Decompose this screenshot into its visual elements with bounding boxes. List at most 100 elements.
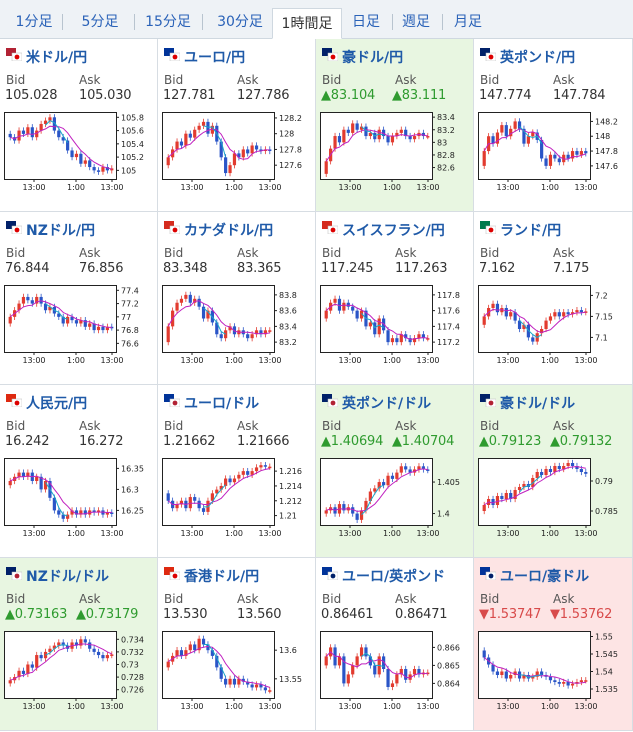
candle-body [491, 664, 495, 672]
candle-body [206, 644, 210, 651]
candle-body [548, 469, 553, 472]
candle-body [368, 322, 372, 327]
candle-body [101, 655, 105, 659]
y-tick-label: 105.6 [121, 127, 144, 136]
candle-body [259, 149, 263, 152]
ask-label: Ask [79, 246, 101, 260]
moving-average-line [326, 468, 428, 512]
pair-name-link[interactable]: ユーロ/豪ドル [500, 569, 590, 585]
ca-jp-flag-icon [164, 221, 180, 234]
currency-pair-card[interactable]: 香港ドル/円 Bid Ask 13.530 13.560 13.6 13.55 13:00 1:… [158, 558, 316, 731]
currency-pair-card[interactable]: 豪ドル/ドル Bid Ask ▲0.79123 ▲0.79132 0.79 0.785 13:… [474, 385, 633, 558]
currency-pair-card[interactable]: カナダドル/円 Bid Ask 83.348 83.365 83.8 83.6 83.4 83.… [158, 212, 316, 385]
tab-0[interactable]: 1分足 [15, 14, 53, 30]
moving-average-line [167, 300, 270, 335]
tab-6[interactable]: 週足 [402, 14, 430, 30]
pair-name-link[interactable]: 香港ドル/円 [184, 569, 260, 585]
candle-body [553, 680, 557, 682]
candle-body [337, 298, 342, 311]
currency-pair-card[interactable]: 豪ドル/円 Bid Ask ▲83.104 ▲83.111 83.4 83.2 83 82.8 8… [316, 39, 474, 212]
y-tick-label: 77.2 [121, 300, 139, 309]
currency-pair-card[interactable]: 英ポンド/ドル Bid Ask ▲1.40694 ▲1.40704 1.405 1.4 13:… [316, 385, 474, 558]
mini-price-chart[interactable]: 148.2 148 147.8 147.6 13:00 1:00 13:00 [478, 112, 628, 197]
tab-4[interactable]: 1時間足 [272, 8, 342, 39]
y-tick-label: 77 [121, 313, 131, 322]
candle-body [254, 467, 259, 472]
tab-1[interactable]: 5分足 [81, 14, 119, 30]
pair-name-link[interactable]: 米ドル/円 [26, 50, 88, 66]
mini-price-chart[interactable]: 0.866 0.865 0.864 13:00 1:00 13:00 [320, 631, 470, 716]
currency-pair-card[interactable]: 人民元/円 Bid Ask 16.242 16.272 16.35 16.3 16.25 13:… [0, 385, 158, 558]
candle-body [210, 650, 214, 656]
candle-body [566, 463, 570, 466]
mini-price-chart[interactable]: 0.79 0.785 13:00 1:00 13:00 [478, 458, 628, 543]
y-tick-label: 83.6 [279, 307, 297, 316]
mini-price-chart[interactable]: 1.405 1.4 13:00 1:00 13:00 [320, 458, 470, 543]
mini-price-chart[interactable]: 83.4 83.2 83 82.8 82.6 13:00 1:00 13:00 [320, 112, 470, 197]
currency-pair-card[interactable]: 米ドル/円 Bid Ask 105.028 105.030 105.8 105.6 105.4… [0, 39, 158, 212]
pair-name-link[interactable]: 英ポンド/円 [500, 50, 576, 66]
mini-price-chart[interactable]: 16.35 16.3 16.25 13:00 1:00 13:00 [4, 458, 154, 543]
candle-body [482, 316, 486, 325]
candle-body [105, 326, 109, 331]
tab-5[interactable]: 日足 [352, 14, 380, 30]
candle-body [324, 656, 328, 666]
pair-name-link[interactable]: 豪ドル/円 [342, 50, 404, 66]
mini-price-chart[interactable]: 83.8 83.6 83.4 83.2 13:00 1:00 13:00 [162, 285, 312, 370]
tab-2[interactable]: 15分足 [145, 14, 191, 30]
pair-name-link[interactable]: ランド/円 [500, 223, 562, 239]
y-tick-label: 147.6 [595, 162, 618, 171]
pair-name-link[interactable]: スイスフラン/円 [342, 223, 445, 239]
pair-name-link[interactable]: 英ポンド/ドル [342, 396, 432, 412]
candle-body [522, 128, 526, 144]
y-tick-label: 1.535 [595, 685, 618, 694]
mini-price-chart[interactable]: 7.2 7.15 7.1 13:00 1:00 13:00 [478, 285, 628, 370]
candle-body [197, 638, 201, 651]
candle-body [364, 500, 368, 511]
pair-name-link[interactable]: 人民元/円 [26, 396, 88, 412]
candle-body [575, 466, 579, 469]
pair-name-link[interactable]: ユーロ/英ポンド [342, 569, 446, 585]
currency-pair-card[interactable]: スイスフラン/円 Bid Ask 117.245 117.263 117.8 117.6 11… [316, 212, 474, 385]
mini-price-chart[interactable]: 105.8 105.6 105.4 105.2 105 13:00 1:00 13:00 [4, 112, 154, 197]
pair-name-link[interactable]: カナダドル/円 [184, 223, 274, 239]
candle-body [540, 139, 544, 159]
currency-pair-card[interactable]: 英ポンド/円 Bid Ask 147.774 147.784 148.2 148 147.8 1… [474, 39, 633, 212]
tab-7[interactable]: 月足 [454, 14, 482, 30]
currency-pair-card[interactable]: ユーロ/円 Bid Ask 127.781 127.786 128.2 128 127.8 12… [158, 39, 316, 212]
mini-price-chart[interactable]: 77.4 77.2 77 76.8 76.6 13:00 1:00 13:00 [4, 285, 154, 370]
pair-name-link[interactable]: ユーロ/ドル [184, 396, 260, 412]
candle-body [359, 310, 364, 319]
candle-body [548, 676, 553, 681]
ask-label: Ask [395, 73, 417, 87]
currency-pair-card[interactable]: ランド/円 Bid Ask 7.162 7.175 7.2 7.15 7.1 13:00 1:00… [474, 212, 633, 385]
y-tick-label: 1.21 [279, 512, 297, 521]
ask-label: Ask [237, 592, 259, 606]
mini-price-chart[interactable]: 1.55 1.545 1.54 1.535 13:00 1:00 13:00 [478, 631, 628, 716]
pair-name-link[interactable]: ユーロ/円 [184, 50, 246, 66]
currency-pair-card[interactable]: ユーロ/ドル Bid Ask 1.21662 1.21666 1.216 1.214 1.21… [158, 385, 316, 558]
pair-name-link[interactable]: NZドル/円 [26, 223, 95, 239]
mini-price-chart[interactable]: 117.8 117.6 117.4 117.2 13:00 1:00 13:00 [320, 285, 470, 370]
pair-name-link[interactable]: NZドル/ドル [26, 569, 109, 585]
currency-pair-card[interactable]: ユーロ/豪ドル Bid Ask ▼1.53747 ▼1.53762 1.55 1.545 1.… [474, 558, 633, 731]
ask-value: 117.263 [395, 261, 448, 276]
currency-pair-card[interactable]: NZドル/円 Bid Ask 76.844 76.856 77.4 77.2 77 76.8 76… [0, 212, 158, 385]
candle-body [61, 137, 65, 141]
candle-body [522, 484, 526, 487]
currency-pair-card[interactable]: ユーロ/英ポンド Bid Ask 0.86461 0.86471 0.866 0.865 0.… [316, 558, 474, 731]
short-average-line [203, 484, 226, 508]
pair-name-link[interactable]: 豪ドル/ドル [500, 396, 576, 412]
candle-body [337, 656, 342, 666]
gb-jp-flag-icon [480, 48, 496, 61]
candle-body [579, 151, 583, 155]
mini-price-chart[interactable]: 0.734 0.732 0.73 0.728 0.726 13:00 1:00 13:00 [4, 631, 154, 716]
mini-price-chart[interactable]: 1.216 1.214 1.212 1.21 13:00 1:00 13:00 [162, 458, 312, 543]
tab-3[interactable]: 30分足 [217, 14, 263, 30]
ask-label: Ask [553, 419, 575, 433]
candle-body [495, 496, 500, 505]
mini-price-chart[interactable]: 13.6 13.55 13:00 1:00 13:00 [162, 631, 312, 716]
mini-price-chart[interactable]: 128.2 128 127.8 127.6 13:00 1:00 13:00 [162, 112, 312, 197]
x-tick-label: 13:00 [258, 529, 281, 538]
currency-pair-card[interactable]: NZドル/ドル Bid Ask ▲0.73163 ▲0.73179 0.734 0.732 0… [0, 558, 158, 731]
